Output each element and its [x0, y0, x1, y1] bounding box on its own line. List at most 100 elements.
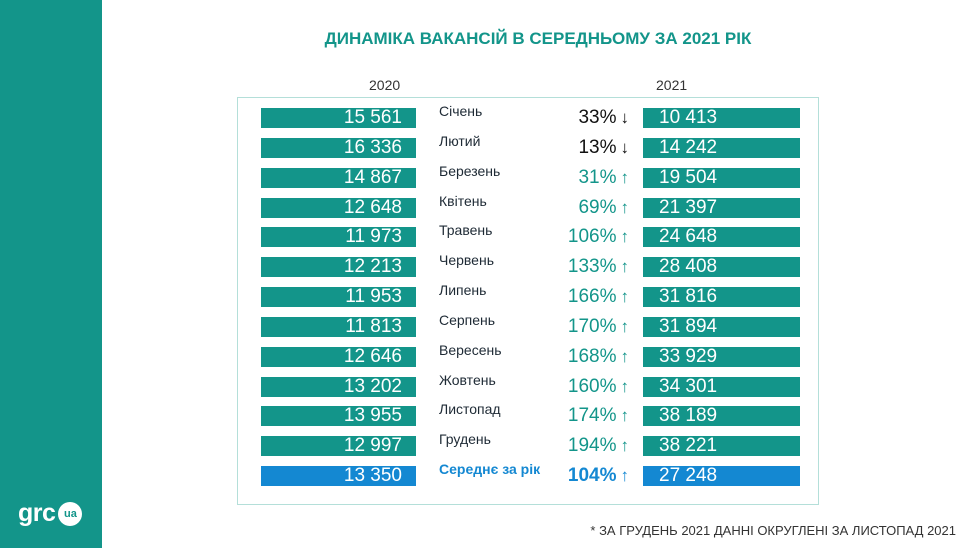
bar-2021: 38 221	[643, 436, 800, 456]
bar-2020: 16 336	[261, 138, 416, 158]
table-row: 15 561 Січень 33% ↓ 10 413	[0, 103, 974, 129]
change-value: 170%	[567, 316, 617, 337]
month-label: Травень	[439, 222, 493, 238]
change-value: 106%	[567, 226, 617, 247]
change-percent: 31% ↑	[578, 167, 629, 189]
bar-2021: 34 301	[643, 377, 800, 397]
arrow-down-icon: ↓	[620, 108, 630, 127]
bar-2021: 31 894	[643, 317, 800, 337]
bar-2020: 11 813	[261, 317, 416, 337]
month-label: Вересень	[439, 342, 502, 358]
change-value: 13%	[578, 137, 617, 158]
change-value: 160%	[567, 376, 617, 397]
month-label: Березень	[439, 163, 501, 179]
table-row: 11 953 Липень 166% ↑ 31 816	[0, 282, 974, 308]
change-value: 174%	[567, 405, 617, 426]
table-row: 12 646 Вересень 168% ↑ 33 929	[0, 342, 974, 368]
year-2020-header: 2020	[369, 77, 401, 93]
arrow-up-icon: ↑	[620, 257, 630, 276]
arrow-up-icon: ↑	[620, 287, 630, 306]
logo-text: grc	[18, 499, 56, 527]
change-percent: 104% ↑	[568, 465, 629, 487]
arrow-up-icon: ↑	[620, 317, 630, 336]
arrow-up-icon: ↑	[620, 347, 630, 366]
change-percent: 33% ↓	[578, 107, 629, 129]
bar-2021: 21 397	[643, 198, 800, 218]
average-row: 13 350 Середнє за рік 104% ↑ 27 248	[0, 461, 974, 487]
change-percent: 166% ↑	[568, 286, 629, 308]
table-row: 13 202 Жовтень 160% ↑ 34 301	[0, 372, 974, 398]
arrow-up-icon: ↑	[620, 466, 630, 485]
month-label: Листопад	[439, 401, 501, 417]
bar-2020: 11 953	[261, 287, 416, 307]
change-percent: 106% ↑	[568, 226, 629, 248]
change-value: 168%	[567, 346, 617, 367]
year-2021-header: 2021	[656, 77, 688, 93]
month-label: Жовтень	[439, 372, 496, 388]
arrow-up-icon: ↑	[620, 198, 630, 217]
bar-2020: 12 646	[261, 347, 416, 367]
month-label: Червень	[439, 252, 494, 268]
bar-2021: 33 929	[643, 347, 800, 367]
change-percent: 168% ↑	[568, 346, 629, 368]
bar-2020: 12 648	[261, 198, 416, 218]
change-percent: 174% ↑	[568, 405, 629, 427]
arrow-up-icon: ↑	[620, 406, 630, 425]
change-percent: 13% ↓	[578, 137, 629, 159]
page-title: ДИНАМІКА ВАКАНСІЙ В СЕРЕДНЬОМУ ЗА 2021 Р…	[324, 29, 752, 48]
average-label: Середнє за рік	[439, 461, 541, 477]
bar-2021: 31 816	[643, 287, 800, 307]
change-percent: 194% ↑	[568, 435, 629, 457]
arrow-down-icon: ↓	[620, 138, 630, 157]
change-value: 194%	[567, 435, 617, 456]
table-row: 14 867 Березень 31% ↑ 19 504	[0, 163, 974, 189]
bar-2021: 10 413	[643, 108, 800, 128]
change-percent: 133% ↑	[568, 256, 629, 278]
table-row: 12 997 Грудень 194% ↑ 38 221	[0, 431, 974, 457]
table-row: 12 648 Квітень 69% ↑ 21 397	[0, 193, 974, 219]
arrow-up-icon: ↑	[620, 436, 630, 455]
month-label: Липень	[439, 282, 487, 298]
change-value: 33%	[578, 107, 617, 128]
table-row: 11 813 Серпень 170% ↑ 31 894	[0, 312, 974, 338]
month-label: Лютий	[439, 133, 481, 149]
arrow-up-icon: ↑	[620, 377, 630, 396]
bar-2020: 15 561	[261, 108, 416, 128]
change-value: 166%	[567, 286, 617, 307]
table-row: 16 336 Лютий 13% ↓ 14 242	[0, 133, 974, 159]
logo-badge: ua	[58, 501, 83, 526]
bar-2020: 13 955	[261, 406, 416, 426]
change-value: 104%	[567, 465, 617, 486]
arrow-up-icon: ↑	[620, 227, 630, 246]
bar-2021: 24 648	[643, 227, 800, 247]
bar-2020: 13 202	[261, 377, 416, 397]
sidebar: grc ua	[0, 0, 102, 548]
change-value: 133%	[567, 256, 617, 277]
month-label: Серпень	[439, 312, 496, 328]
month-label: Квітень	[439, 193, 487, 209]
month-label: Грудень	[439, 431, 491, 447]
table-row: 13 955 Листопад 174% ↑ 38 189	[0, 401, 974, 427]
bar-2020: 11 973	[261, 227, 416, 247]
footnote: * ЗА ГРУДЕНЬ 2021 ДАННІ ОКРУГЛЕНІ ЗА ЛИС…	[590, 523, 956, 538]
month-label: Січень	[439, 103, 483, 119]
bar-2020: 14 867	[261, 168, 416, 188]
bar-2020: 12 997	[261, 436, 416, 456]
bar-2021: 28 408	[643, 257, 800, 277]
table-row: 11 973 Травень 106% ↑ 24 648	[0, 222, 974, 248]
change-value: 69%	[578, 197, 617, 218]
bar-2020: 12 213	[261, 257, 416, 277]
grc-logo: grc ua	[18, 499, 83, 528]
change-percent: 160% ↑	[568, 376, 629, 398]
change-value: 31%	[578, 167, 617, 188]
arrow-up-icon: ↑	[620, 168, 630, 187]
bar-2021: 38 189	[643, 406, 800, 426]
bar-2020: 13 350	[261, 466, 416, 486]
change-percent: 170% ↑	[568, 316, 629, 338]
bar-2021: 27 248	[643, 466, 800, 486]
table-row: 12 213 Червень 133% ↑ 28 408	[0, 252, 974, 278]
change-percent: 69% ↑	[578, 197, 629, 219]
table-panel	[237, 97, 819, 505]
bar-2021: 19 504	[643, 168, 800, 188]
bar-2021: 14 242	[643, 138, 800, 158]
